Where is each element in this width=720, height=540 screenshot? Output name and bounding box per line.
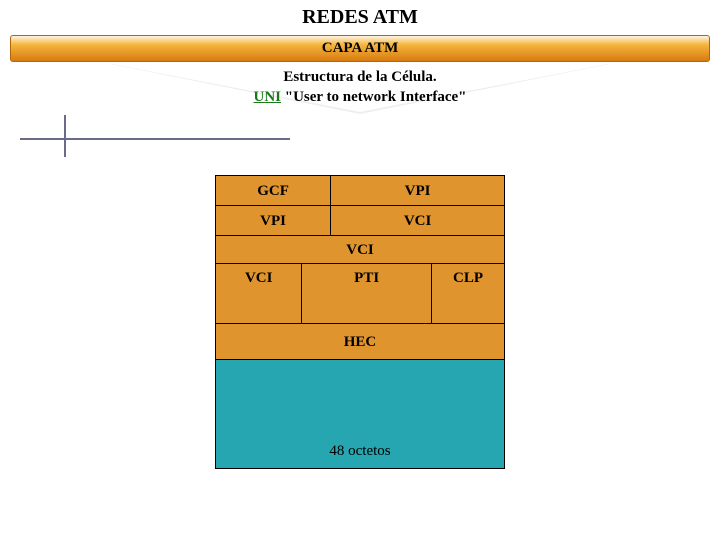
cell-vci: VCI	[216, 264, 302, 323]
table-row: 48 octetos	[216, 360, 504, 468]
cell-hec: HEC	[216, 324, 504, 359]
trap-line1: Estructura de la Célula.	[0, 68, 720, 88]
table-row: VCI	[216, 236, 504, 264]
decorative-hline	[20, 138, 290, 140]
cell-gcf: GCF	[216, 176, 331, 205]
cell-structure-diagram: GCF VPI VPI VCI VCI VCI PTI CLP HEC 48 o…	[215, 175, 505, 469]
cell-vci: VCI	[331, 206, 504, 235]
main-title: REDES ATM	[0, 6, 720, 29]
cell-clp: CLP	[432, 264, 504, 323]
table-row: HEC	[216, 324, 504, 360]
cell-pti: PTI	[302, 264, 432, 323]
table-row: VPI VCI	[216, 206, 504, 236]
cell-vpi: VPI	[331, 176, 504, 205]
trap-line2: UNI "User to network Interface"	[0, 88, 720, 108]
cell-vpi: VPI	[216, 206, 331, 235]
table-row: VCI PTI CLP	[216, 264, 504, 324]
trap-uni: UNI	[253, 89, 281, 105]
table-row: GCF VPI	[216, 176, 504, 206]
decorative-vline	[64, 115, 66, 157]
trapezoid-header: Estructura de la Célula. UNI "User to ne…	[0, 64, 720, 119]
subtitle-bar: CAPA ATM	[10, 35, 710, 62]
trap-rest: "User to network Interface"	[281, 89, 467, 105]
cell-vci: VCI	[216, 236, 504, 263]
cell-payload: 48 octetos	[216, 443, 504, 460]
